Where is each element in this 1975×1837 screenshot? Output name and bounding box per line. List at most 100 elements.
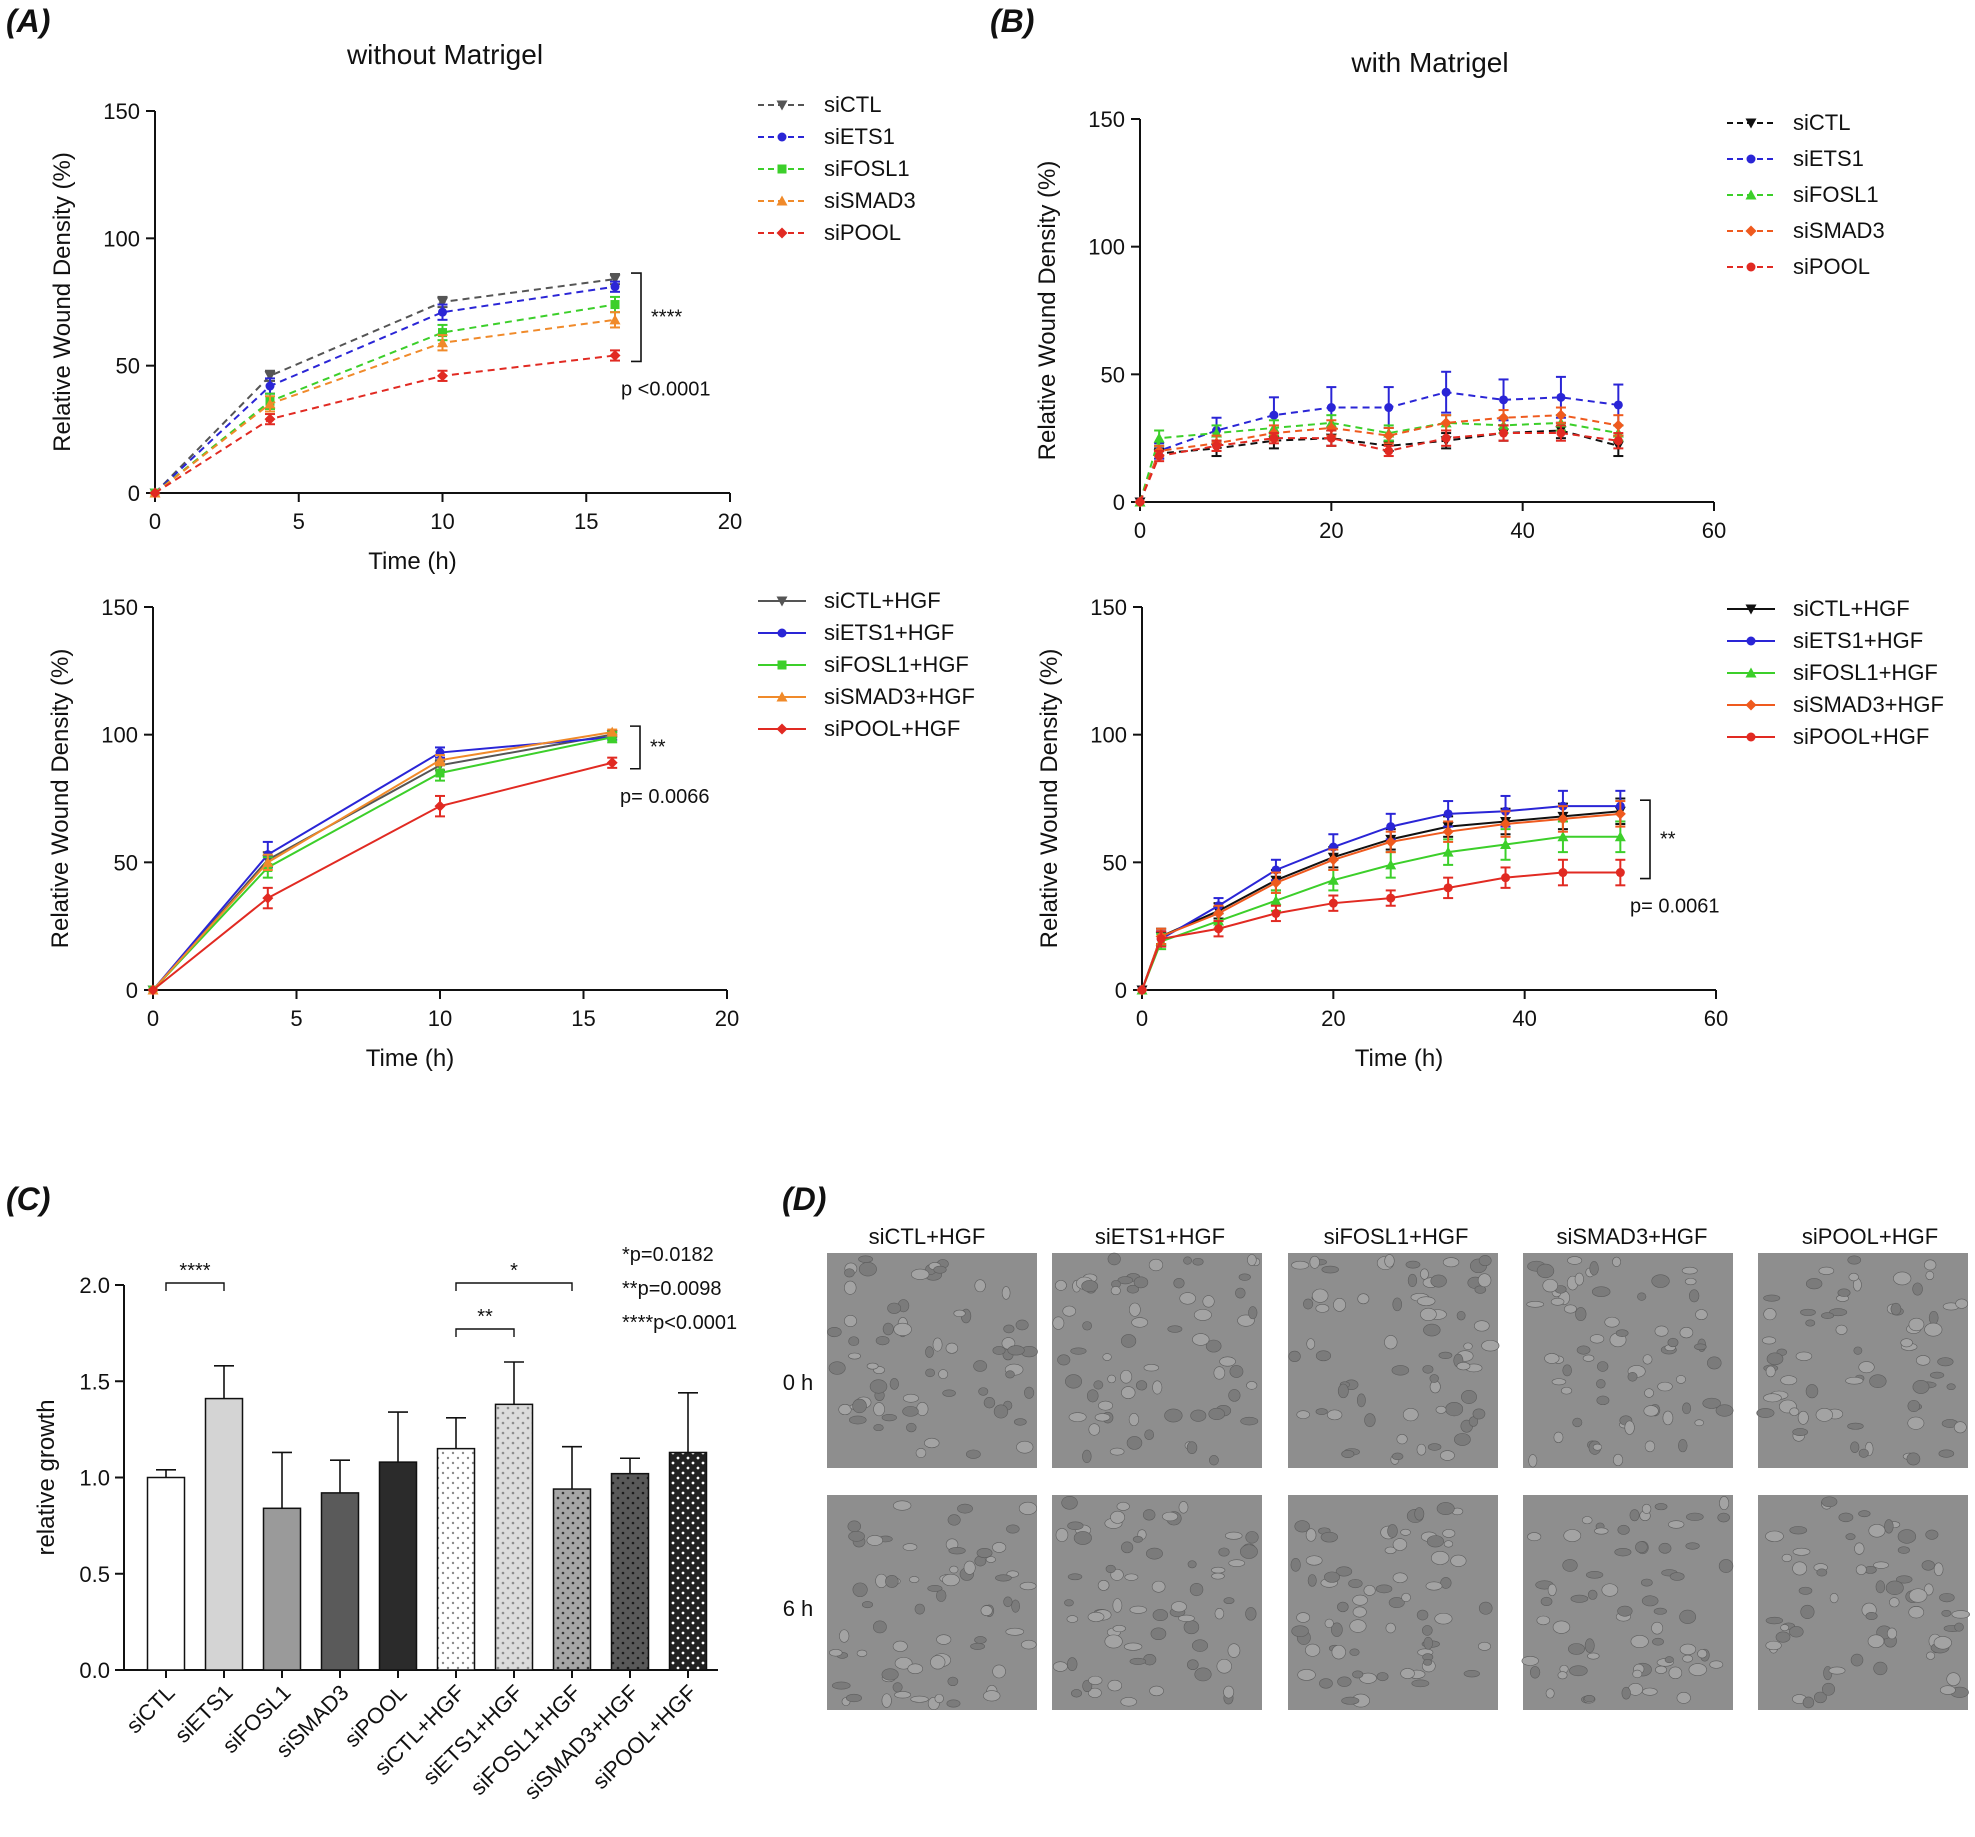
cell bbox=[1572, 1417, 1583, 1428]
data-point bbox=[1384, 446, 1394, 456]
cell bbox=[1897, 1529, 1917, 1544]
cell bbox=[992, 1664, 1006, 1679]
cell bbox=[1131, 1317, 1149, 1328]
cell bbox=[1333, 1298, 1346, 1312]
cell bbox=[942, 1389, 956, 1397]
cell bbox=[1128, 1413, 1140, 1427]
data-point bbox=[1326, 403, 1336, 413]
bar bbox=[610, 1472, 650, 1671]
x-tick-label: 60 bbox=[1702, 518, 1726, 543]
significance-stars: ** bbox=[1660, 828, 1676, 850]
cell bbox=[869, 1379, 888, 1394]
series-siets1-hgf bbox=[1137, 789, 1626, 995]
cell bbox=[1925, 1270, 1935, 1281]
y-tick-label: 0 bbox=[1115, 978, 1127, 1003]
cell bbox=[1213, 1366, 1226, 1380]
data-point bbox=[262, 892, 274, 904]
cell bbox=[1414, 1507, 1425, 1521]
data-point bbox=[777, 660, 787, 670]
cell bbox=[1088, 1423, 1101, 1436]
cell bbox=[1644, 1388, 1654, 1398]
cell bbox=[852, 1582, 868, 1597]
p-value-legend: **p=0.0098 bbox=[622, 1278, 722, 1300]
cell bbox=[1641, 1595, 1659, 1607]
cell bbox=[1349, 1648, 1360, 1656]
y-tick-label: 0 bbox=[1113, 490, 1125, 515]
p-value: p= 0.0061 bbox=[1630, 896, 1720, 918]
legend-entry: siFOSL1 bbox=[1727, 182, 1879, 207]
cell bbox=[852, 1398, 867, 1414]
cell bbox=[844, 1314, 857, 1327]
cell bbox=[1575, 1307, 1587, 1321]
data-point bbox=[264, 371, 276, 382]
cell bbox=[1780, 1375, 1798, 1386]
cell bbox=[1124, 1573, 1139, 1581]
cell bbox=[1536, 1263, 1555, 1279]
cell bbox=[1669, 1572, 1685, 1581]
cell bbox=[1594, 1527, 1609, 1535]
cell bbox=[1024, 1386, 1035, 1399]
cell bbox=[828, 1361, 846, 1375]
cell bbox=[1223, 1597, 1235, 1605]
cell bbox=[1828, 1666, 1846, 1675]
cell bbox=[974, 1279, 986, 1293]
cell bbox=[1098, 1400, 1113, 1411]
cell bbox=[1303, 1298, 1314, 1310]
cell bbox=[1348, 1578, 1363, 1589]
legend-label: siCTL bbox=[824, 92, 881, 117]
data-point bbox=[776, 596, 788, 607]
cell bbox=[1064, 1599, 1074, 1607]
cell bbox=[1331, 1644, 1346, 1660]
cell bbox=[1052, 1316, 1065, 1330]
data-point bbox=[1614, 808, 1626, 820]
cell bbox=[1291, 1260, 1310, 1270]
series-line bbox=[154, 285, 616, 494]
data-point bbox=[1745, 604, 1757, 615]
cell bbox=[1574, 1272, 1584, 1286]
cell bbox=[911, 1268, 930, 1280]
cell bbox=[1900, 1338, 1913, 1348]
cell bbox=[1187, 1659, 1199, 1671]
cell bbox=[845, 1693, 862, 1703]
cell bbox=[1388, 1597, 1405, 1609]
y-tick-label: 100 bbox=[1088, 235, 1125, 260]
cell bbox=[844, 1268, 855, 1278]
series-sifosl1-hgf bbox=[1136, 820, 1626, 995]
significance-bracket bbox=[455, 1282, 573, 1291]
cell bbox=[1946, 1383, 1956, 1391]
data-point bbox=[1441, 387, 1451, 397]
data-point bbox=[1746, 732, 1756, 742]
bar bbox=[320, 1492, 360, 1671]
cell bbox=[1521, 1655, 1539, 1666]
cell bbox=[1430, 1274, 1447, 1288]
cell bbox=[1792, 1561, 1808, 1576]
cell bbox=[1845, 1533, 1856, 1541]
cell bbox=[1055, 1528, 1069, 1542]
cell bbox=[1679, 1327, 1694, 1339]
cell bbox=[1463, 1669, 1480, 1678]
cell bbox=[1202, 1295, 1215, 1308]
cell bbox=[1847, 1422, 1864, 1430]
cell bbox=[1375, 1584, 1393, 1594]
cell bbox=[995, 1574, 1012, 1582]
cell bbox=[1576, 1345, 1591, 1355]
data-point bbox=[1385, 859, 1397, 870]
cell bbox=[1765, 1530, 1784, 1542]
microscopy-image bbox=[1288, 1253, 1500, 1468]
cell bbox=[1581, 1516, 1593, 1525]
series-line bbox=[154, 318, 616, 494]
cell bbox=[1562, 1364, 1572, 1377]
data-point bbox=[147, 984, 159, 996]
cell bbox=[1585, 1571, 1604, 1579]
cell bbox=[848, 1415, 867, 1425]
cell bbox=[1420, 1307, 1437, 1321]
y-tick-label: 50 bbox=[116, 354, 140, 379]
cell bbox=[1144, 1429, 1155, 1441]
data-point bbox=[435, 768, 445, 778]
p-value-legend: ****p<0.0001 bbox=[622, 1312, 737, 1334]
cell bbox=[1357, 1293, 1370, 1305]
cell bbox=[909, 1576, 920, 1583]
cell bbox=[1297, 1669, 1316, 1681]
cell bbox=[1425, 1581, 1443, 1591]
